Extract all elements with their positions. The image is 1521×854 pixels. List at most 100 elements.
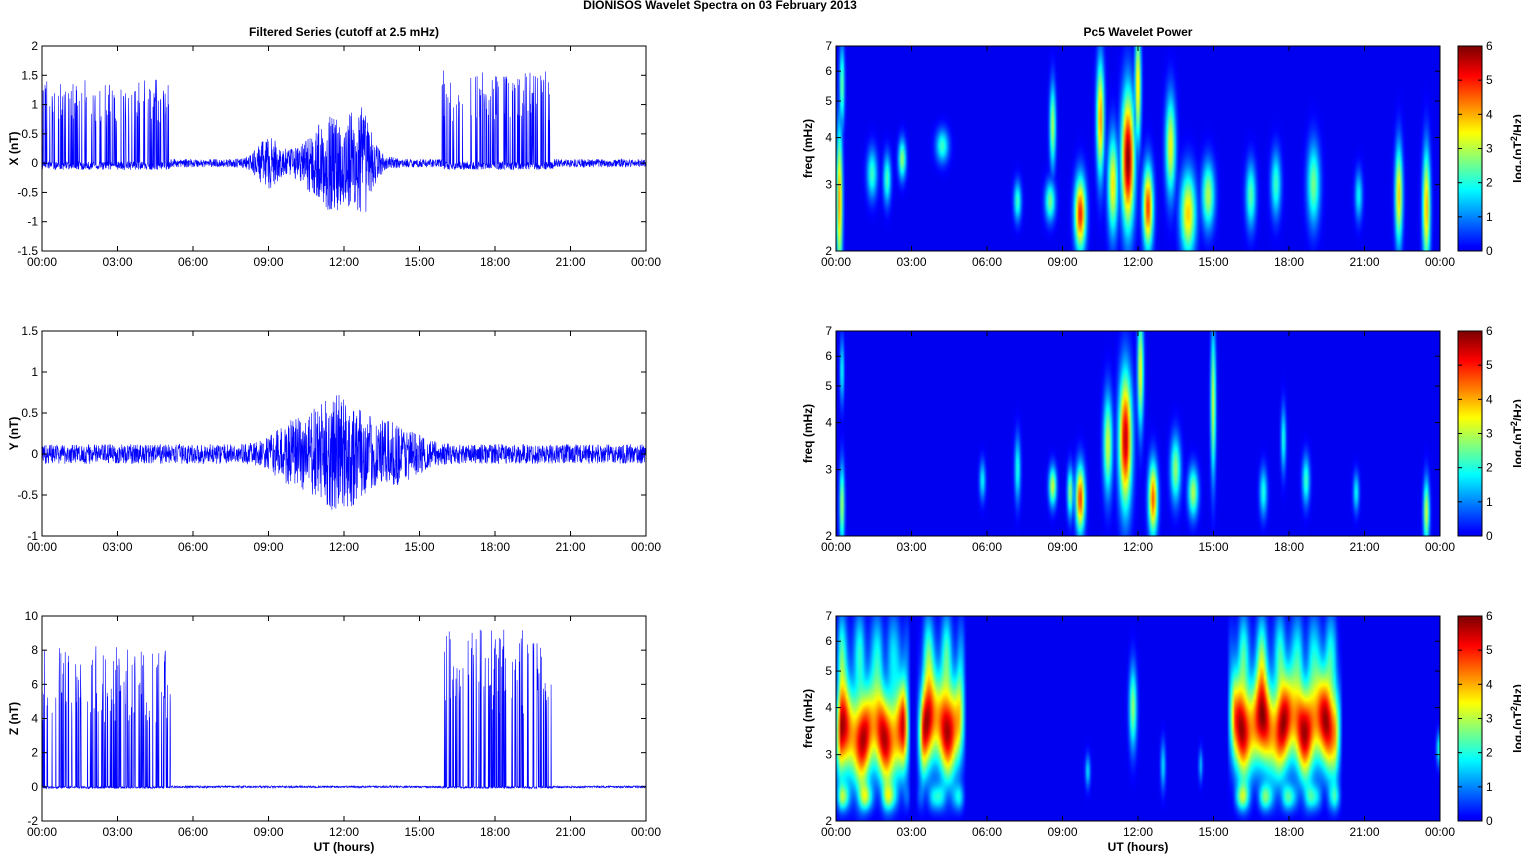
colorbar-tick-label: 3: [1486, 427, 1493, 441]
colorbar-tick-label: 3: [1486, 142, 1493, 156]
x-tick-label: 21:00: [1349, 825, 1379, 839]
y-tick-label: 1.5: [21, 68, 38, 82]
x-tick-label: 21:00: [1349, 540, 1379, 554]
line-panel-3: 00:00 03:00 06:00 09:00 12:00 15:00 18:00 21:00…: [7, 609, 661, 839]
y-tick-label: 7: [825, 609, 832, 623]
x-tick-label: 12:00: [1123, 540, 1153, 554]
left-column-title: Filtered Series (cutoff at 2.5 mHz): [249, 25, 439, 39]
colorbar-tick-label: 5: [1486, 358, 1493, 372]
x-tick-label: 21:00: [555, 255, 585, 269]
y-tick-label: 2: [825, 529, 832, 543]
axes-frame: [41, 45, 647, 252]
x-tick-label: 15:00: [404, 255, 434, 269]
x-tick-label: 09:00: [1047, 825, 1077, 839]
colorbar-label: log2(nT2/Hz): [1509, 684, 1521, 753]
x-tick-label: 00:00: [1425, 255, 1455, 269]
figure-title: DIONISOS Wavelet Spectra on 03 February …: [583, 0, 857, 12]
colorbar-tick-label: 1: [1486, 495, 1493, 509]
y-tick-label: 6: [825, 634, 832, 648]
axes-frame: [41, 330, 647, 537]
x-tick-label: 18:00: [480, 540, 510, 554]
x-tick-label: 00:00: [821, 825, 851, 839]
x-tick-label: 21:00: [555, 540, 585, 554]
x-tick-label: 00:00: [631, 540, 661, 554]
x-tick-label: 00:00: [821, 255, 851, 269]
y-tick-label: 2: [31, 39, 38, 53]
y-tick-label: 6: [31, 677, 38, 691]
colorbar-tick-label: 6: [1486, 39, 1493, 53]
y-tick-label: -2: [27, 814, 38, 828]
y-tick-label: 10: [25, 609, 39, 623]
x-tick-label: 06:00: [972, 825, 1002, 839]
axes-frame: [41, 615, 647, 822]
x-tick-label: 12:00: [329, 255, 359, 269]
x-tick-label: 00:00: [1425, 825, 1455, 839]
colorbar-label: log2(nT2/Hz): [1509, 114, 1521, 183]
y-tick-label: 2: [825, 244, 832, 258]
y-tick-label: 8: [31, 643, 38, 657]
colorbar-tick-label: 2: [1486, 176, 1493, 190]
y-tick-label: 3: [825, 178, 832, 192]
x-tick-label: 06:00: [972, 540, 1002, 554]
y-tick-label: 5: [825, 664, 832, 678]
y-tick-label: -0.5: [17, 185, 38, 199]
x-tick-label: 06:00: [178, 255, 208, 269]
x-tick-label: 03:00: [896, 825, 926, 839]
colorbar-tick-label: 2: [1486, 461, 1493, 475]
colorbar-tick-label: 4: [1486, 677, 1493, 691]
colorbar-tick-label: 0: [1486, 244, 1493, 258]
x-tick-label: 18:00: [1274, 540, 1304, 554]
x-tick-label: 15:00: [404, 825, 434, 839]
left-xlabel: UT (hours): [314, 840, 375, 854]
x-tick-label: 09:00: [253, 540, 283, 554]
x-tick-label: 18:00: [1274, 825, 1304, 839]
heatmap-panel-1: 00:00 03:00 06:00 09:00 12:00 15:00 18:00 21:00…: [801, 39, 1521, 269]
y-tick-label: 1.5: [21, 324, 38, 338]
axes-frame: [835, 45, 1441, 252]
wavelet-power-image: [836, 616, 1440, 821]
right-xlabel: UT (hours): [1108, 840, 1169, 854]
colorbar: 0 1 2 3 4 5 6 log2(nT2/Hz): [1457, 609, 1521, 828]
y-axis-label: Y (nT): [7, 417, 21, 451]
y-axis-label: freq (mHz): [801, 689, 815, 748]
x-tick-label: 15:00: [404, 540, 434, 554]
x-tick-label: 00:00: [1425, 540, 1455, 554]
y-tick-label: -0.5: [17, 488, 38, 502]
x-tick-label: 15:00: [1198, 540, 1228, 554]
x-tick-label: 09:00: [1047, 540, 1077, 554]
y-tick-label: 4: [825, 701, 832, 715]
y-tick-label: 0: [31, 780, 38, 794]
series-line: [41, 394, 647, 510]
x-tick-label: 06:00: [972, 255, 1002, 269]
wavelet-power-image: [836, 331, 1440, 536]
line-panel-1: 00:00 03:00 06:00 09:00 12:00 15:00 18:00 21:00…: [7, 39, 661, 269]
line-panel-2: 00:00 03:00 06:00 09:00 12:00 15:00 18:00 21:00…: [7, 324, 661, 554]
x-tick-label: 12:00: [329, 540, 359, 554]
y-tick-label: 1: [31, 365, 38, 379]
colorbar-tick-label: 5: [1486, 643, 1493, 657]
colorbar-tick-label: 4: [1486, 107, 1493, 121]
colorbar-tick-label: 1: [1486, 210, 1493, 224]
colorbar-tick-label: 3: [1486, 712, 1493, 726]
y-axis-label: X (nT): [7, 132, 21, 166]
colorbar-tick-label: 5: [1486, 73, 1493, 87]
heatmap-panel-2: 00:00 03:00 06:00 09:00 12:00 15:00 18:00 21:00…: [801, 324, 1521, 554]
series-line: [41, 70, 647, 212]
y-axis-label: freq (mHz): [801, 119, 815, 178]
y-tick-label: 4: [31, 712, 38, 726]
colorbar-tick-label: 0: [1486, 529, 1493, 543]
y-tick-label: 6: [825, 349, 832, 363]
heatmap-panel-3: 00:00 03:00 06:00 09:00 12:00 15:00 18:00 21:00…: [801, 609, 1521, 839]
axes-frame: [835, 615, 1441, 822]
y-tick-label: 2: [31, 746, 38, 760]
y-tick-label: 2: [825, 814, 832, 828]
colorbar-tick-label: 1: [1486, 780, 1493, 794]
y-tick-label: 7: [825, 39, 832, 53]
x-tick-label: 09:00: [1047, 255, 1077, 269]
x-tick-label: 09:00: [253, 255, 283, 269]
x-tick-label: 18:00: [480, 255, 510, 269]
colorbar-label: log2(nT2/Hz): [1509, 399, 1521, 468]
y-tick-label: 0: [31, 447, 38, 461]
colorbar-tick-label: 0: [1486, 814, 1493, 828]
